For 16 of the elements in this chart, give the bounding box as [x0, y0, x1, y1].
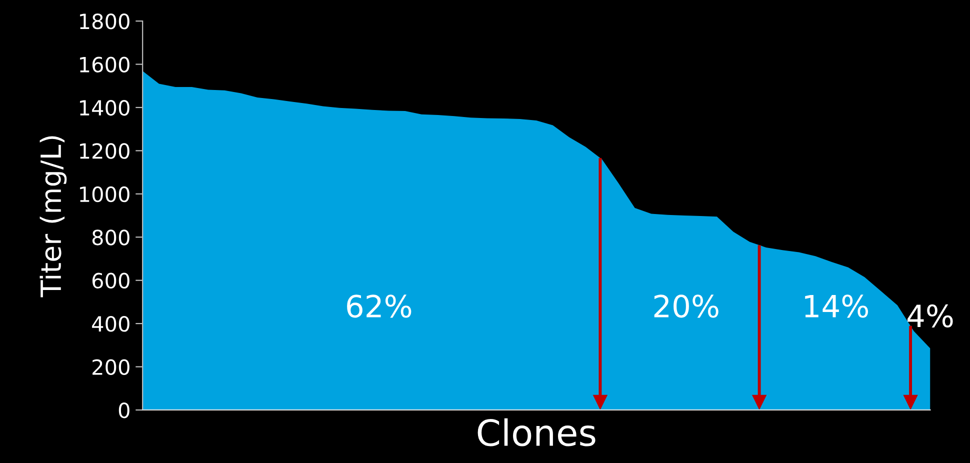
y-tick-label: 1600	[80, 56, 130, 72]
y-tick-label: 1800	[80, 14, 130, 30]
annotation: 14%	[805, 294, 868, 318]
y-tick-label: 0	[118, 402, 130, 418]
x-axis-title: Clones	[478, 418, 596, 446]
annotation: 20%	[654, 294, 718, 318]
y-tick-label: 400	[92, 316, 130, 332]
y-tick-label: 200	[92, 359, 130, 375]
y-tick-label: 1000	[80, 186, 130, 202]
annotation: 62%	[347, 294, 412, 318]
y-tick-label: 1200	[80, 143, 130, 159]
y-tick-label: 600	[92, 272, 130, 289]
y-tick-label: 1400	[80, 100, 130, 116]
y-tick-label: 800	[92, 230, 130, 246]
annotation: 4%	[907, 304, 953, 328]
y-axis-title: Titer (mg/L)	[40, 136, 67, 298]
